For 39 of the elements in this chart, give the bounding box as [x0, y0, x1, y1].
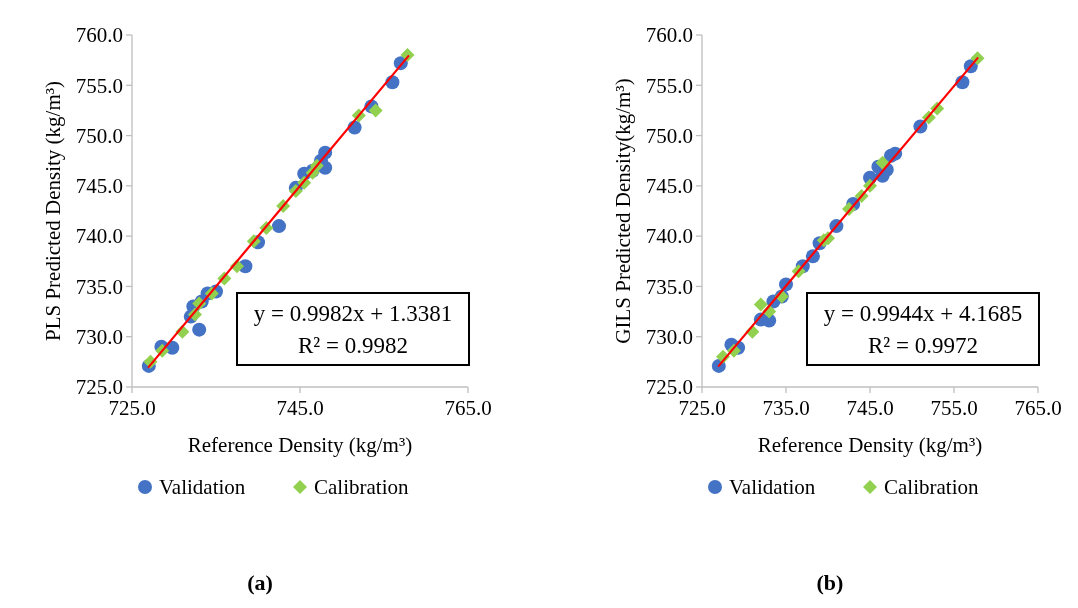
y-axis-title: GILS Predicted Density(kg/m³)	[611, 78, 635, 344]
annotation: R² = 0.9982	[298, 333, 408, 358]
point	[875, 155, 890, 170]
y-tick-label: 745.0	[645, 174, 693, 199]
point	[192, 322, 207, 337]
point	[272, 219, 286, 234]
x-tick-label: 745.0	[276, 396, 324, 420]
x-tick-label: 765.0	[1014, 396, 1062, 420]
y-tick-label: 730.0	[645, 325, 693, 350]
y-tick-label: 755.0	[75, 73, 123, 98]
annotation: y = 0.9982x + 1.3381	[253, 301, 453, 326]
y-tick-label: 750.0	[645, 123, 693, 148]
legend-label: Calibration	[314, 475, 409, 500]
y-axis-title: PLS Predicted Density (kg/m³)	[41, 80, 65, 342]
y-tick-label: 750.0	[75, 123, 123, 148]
text: (b)	[816, 570, 844, 595]
x-axis-title: Reference Density (kg/m³)	[187, 433, 413, 457]
y-tick-label: 745.0	[75, 174, 123, 199]
y-tick-label: 755.0	[645, 73, 693, 98]
x-tick-label: 745.0	[846, 396, 894, 420]
y-tick-label: 760.0	[75, 23, 123, 48]
text: (a)	[247, 570, 273, 595]
legend-label: Calibration	[884, 475, 979, 500]
x-axis-title: Reference Density (kg/m³)	[757, 433, 983, 457]
legend-label: Validation	[159, 475, 246, 500]
annotation: y = 0.9944x + 4.1685	[823, 301, 1023, 326]
y-tick-label: 735.0	[75, 274, 123, 299]
legend-label: Validation	[729, 475, 816, 500]
x-tick-label: 765.0	[444, 396, 492, 420]
y-tick-label: 740.0	[75, 224, 123, 249]
annotation: R² = 0.9972	[868, 333, 978, 358]
y-tick-label: 760.0	[645, 23, 693, 48]
y-tick-label: 735.0	[645, 274, 693, 299]
y-tick-label: 730.0	[75, 325, 123, 350]
point	[368, 103, 383, 118]
x-tick-label: 755.0	[930, 396, 978, 420]
x-tick-label: 735.0	[762, 396, 810, 420]
point	[753, 297, 768, 312]
y-tick-label: 740.0	[645, 224, 693, 249]
